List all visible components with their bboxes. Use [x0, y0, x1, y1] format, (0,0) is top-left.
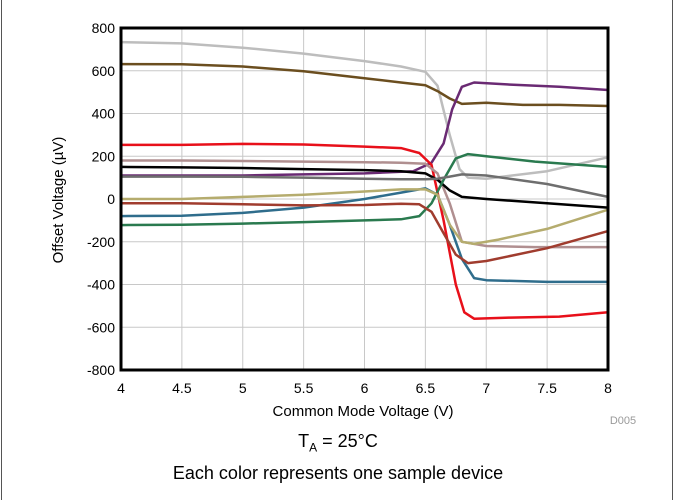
temperature-symbol: T	[298, 431, 310, 451]
x-tick-label: 5	[239, 380, 247, 396]
y-axis-label: Offset Voltage (µV)	[50, 137, 67, 264]
y-tick-label: -600	[87, 319, 115, 335]
x-tick-label: 8	[604, 380, 612, 396]
y-tick-label: 0	[107, 191, 115, 207]
offset-voltage-chart: 800 600 400 200 0 -200 -400 -600 -800 4 4.5 5 5.5 6 6…	[50, 20, 636, 427]
series-line-11	[121, 173, 609, 199]
series-line-5	[121, 159, 608, 249]
x-axis-label: Common Mode Voltage (V)	[273, 403, 454, 420]
y-tick-label: -400	[87, 277, 115, 293]
x-tick-label: 4.5	[172, 380, 192, 396]
series-line-7	[120, 152, 609, 227]
series-line-9	[121, 188, 609, 246]
x-tick-label: 4	[117, 380, 125, 396]
series-line-10	[121, 202, 609, 265]
series-line-6	[120, 165, 609, 209]
series-layer	[120, 40, 609, 320]
y-tick-label: -200	[87, 234, 115, 250]
y-tick-label: 600	[92, 63, 116, 79]
y-tick-label: 800	[92, 20, 116, 36]
x-tick-label: 7.5	[537, 380, 557, 396]
x-tick-label: 6	[361, 380, 369, 396]
y-tick-label: 400	[92, 106, 116, 122]
series-line-1	[120, 40, 609, 180]
series-line-4	[121, 142, 609, 320]
x-axis-ticks: 4 4.5 5 5.5 6 6.5 7 7.5 8	[117, 380, 612, 396]
y-tick-label: 200	[92, 148, 116, 164]
temperature-value: = 25°C	[317, 431, 378, 451]
y-axis-ticks: 800 600 400 200 0 -200 -400 -600 -800	[87, 20, 115, 378]
series-line-2	[120, 62, 609, 108]
temperature-caption: TA = 25°C	[0, 431, 676, 455]
temperature-subscript: A	[309, 440, 318, 455]
x-tick-label: 7	[482, 380, 490, 396]
sample-device-note: Each color represents one sample device	[172, 463, 504, 483]
x-tick-label: 5.5	[294, 380, 314, 396]
figure-id: D005	[610, 415, 636, 427]
x-tick-label: 6.5	[416, 380, 436, 396]
series-line-3	[121, 81, 609, 177]
y-tick-label: -800	[87, 362, 115, 378]
